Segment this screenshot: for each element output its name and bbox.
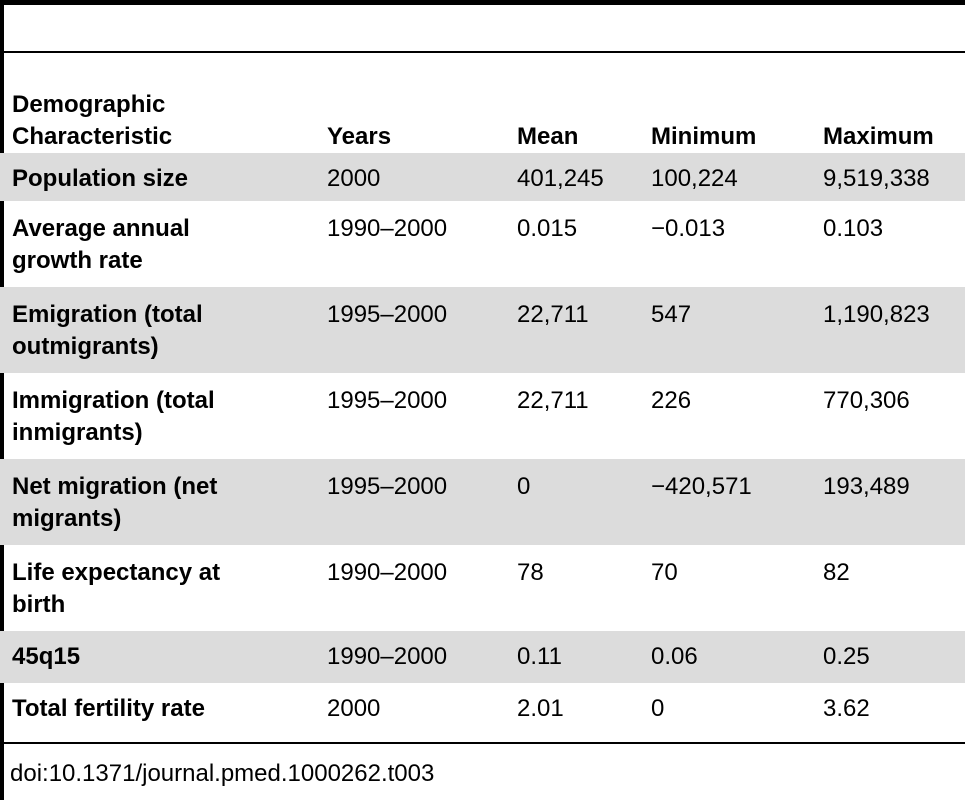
cell-characteristic: Total fertility rate [12, 695, 205, 722]
cell-minimum: 100,224 [639, 153, 811, 201]
header-minimum: Minimum [651, 123, 757, 150]
demographic-table: Demographic Characteristic Years Mean Mi… [0, 71, 965, 735]
table-header-top-rule [0, 51, 965, 53]
cell-characteristic: Immigration (total inmigrants) [12, 387, 215, 446]
table-header-row: Demographic Characteristic Years Mean Mi… [0, 71, 965, 153]
table-row: Net migration (net migrants) 1995–2000 0… [0, 459, 965, 545]
table-bottom-rule [0, 742, 965, 744]
table-row: Life expectancy at birth 1990–2000 78 70… [0, 545, 965, 631]
doi-link[interactable]: doi:10.1371/journal.pmed.1000262.t003 [10, 760, 435, 787]
cell-maximum: 193,489 [811, 459, 965, 545]
cell-mean: 2.01 [517, 695, 564, 722]
cell-years: 2000 [315, 153, 505, 201]
cell-maximum: 0.103 [823, 215, 884, 242]
cell-characteristic: Emigration (total outmigrants) [0, 287, 315, 373]
cell-years: 1990–2000 [327, 559, 448, 586]
cell-minimum: 226 [651, 387, 692, 414]
cell-characteristic: Life expectancy at birth [12, 559, 221, 618]
cell-mean: 78 [517, 559, 544, 586]
cell-minimum: 0 [651, 695, 665, 722]
cell-minimum: 0.06 [639, 631, 811, 683]
cell-mean: 22,711 [517, 387, 589, 414]
cell-years: 1990–2000 [315, 631, 505, 683]
cell-years: 1995–2000 [327, 387, 448, 414]
cell-minimum: −0.013 [651, 215, 726, 242]
cell-mean: 22,711 [505, 287, 639, 373]
cell-characteristic: Average annual growth rate [12, 215, 190, 274]
cell-years: 1995–2000 [315, 287, 505, 373]
cell-mean: 0.015 [517, 215, 578, 242]
cell-characteristic: Population size [0, 153, 315, 201]
cell-mean: 401,245 [505, 153, 639, 201]
left-border-rule [0, 0, 4, 800]
cell-maximum: 82 [823, 559, 850, 586]
header-mean: Mean [517, 123, 579, 150]
cell-years: 1990–2000 [327, 215, 448, 242]
cell-minimum: 547 [639, 287, 811, 373]
cell-mean: 0.11 [505, 631, 639, 683]
header-maximum: Maximum [823, 123, 934, 150]
cell-maximum: 1,190,823 [811, 287, 965, 373]
table-row: Average annual growth rate 1990–2000 0.0… [0, 201, 965, 287]
table-row: Immigration (total inmigrants) 1995–2000… [0, 373, 965, 459]
header-years: Years [327, 123, 392, 150]
cell-characteristic: 45q15 [0, 631, 315, 683]
table-row: Total fertility rate 2000 2.01 0 3.62 [0, 683, 965, 735]
cell-maximum: 9,519,338 [811, 153, 965, 201]
cell-years: 2000 [327, 695, 381, 722]
cell-minimum: −420,571 [639, 459, 811, 545]
table-row: Population size 2000 401,245 100,224 9,5… [0, 153, 965, 201]
cell-maximum: 770,306 [823, 387, 910, 414]
cell-maximum: 0.25 [811, 631, 965, 683]
cell-years: 1995–2000 [315, 459, 505, 545]
cell-minimum: 70 [651, 559, 678, 586]
table-row: 45q15 1990–2000 0.11 0.06 0.25 [0, 631, 965, 683]
top-border-rule [0, 0, 965, 5]
cell-mean: 0 [505, 459, 639, 545]
cell-maximum: 3.62 [823, 695, 870, 722]
cell-characteristic: Net migration (net migrants) [0, 459, 315, 545]
table-row: Emigration (total outmigrants) 1995–2000… [0, 287, 965, 373]
header-characteristic: Demographic Characteristic [12, 91, 173, 150]
